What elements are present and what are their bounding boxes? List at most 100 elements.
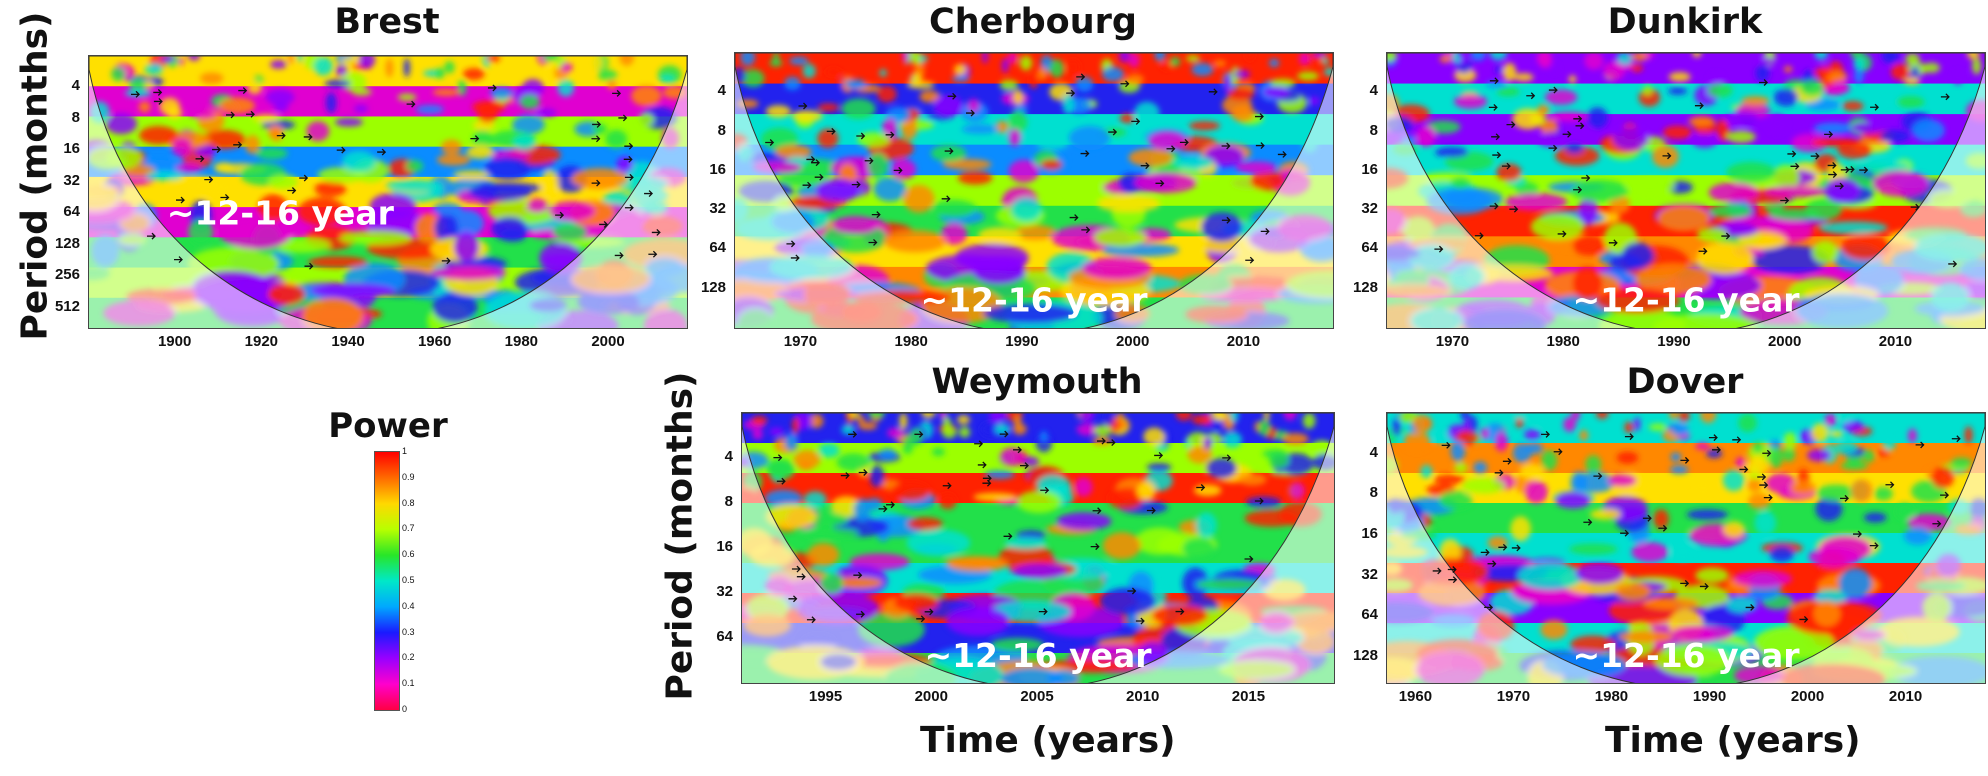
power-blob [1608,253,1643,272]
power-blob [512,134,537,150]
power-blob [1652,313,1758,328]
power-blob [1726,130,1756,144]
power-blob [909,53,921,64]
phase-arrow [1221,216,1231,224]
power-blob [967,98,980,113]
phase-arrow [1511,544,1521,552]
power-blob [1735,457,1746,468]
phase-arrow [864,157,874,165]
panel-title-brest: Brest [334,2,440,42]
phase-arrow [276,132,286,140]
period-annotation: ~12-16 year [1572,636,1800,675]
x-tick-label: 1995 [808,688,843,705]
power-blob [1486,81,1508,89]
power-blob [1696,242,1754,275]
colorbar-title: Power [328,406,448,446]
power-blob [1616,451,1639,464]
phase-arrow [1448,576,1458,584]
power-blob [1741,96,1770,106]
power-blob [1391,419,1402,436]
y-tick-label: 4 [1369,443,1378,461]
x-tick-label: 1970 [1435,333,1470,350]
power-blob [334,117,363,127]
power-blob [1877,449,1890,457]
power-blob [1790,481,1817,495]
power-blob [841,98,876,120]
power-blob [1102,532,1142,560]
power-blob [1439,55,1452,63]
power-blob [1433,474,1466,485]
power-blob [961,124,999,134]
panel-title-weymouth: Weymouth [931,362,1143,402]
power-blob [1118,53,1131,63]
power-blob [921,413,936,419]
colorbar-tick: 0.9 [402,471,415,482]
power-blob [775,144,812,160]
power-blob [397,93,417,102]
power-blob [188,219,214,246]
power-blob [605,129,628,149]
wavelet-plot-weymouth: ~12-16 year [741,412,1335,684]
power-blob [1874,486,1893,501]
cone-of-influence-line [89,56,687,328]
phase-arrow [941,195,951,203]
power-blob [1387,53,1398,62]
power-blob [807,512,849,527]
phase-arrow [1662,152,1672,160]
power-blob [1572,266,1603,301]
power-blob [247,80,262,95]
power-blob [866,497,883,511]
x-tick-label: 1980 [1546,333,1580,350]
power-blob [1074,477,1093,497]
phase-arrow [287,187,297,194]
power-blob [1663,125,1692,140]
colorbar-gradient [374,451,400,711]
y-tick-label: 8 [1369,484,1378,502]
phase-arrow [1498,543,1508,551]
power-blob [1453,93,1488,110]
phase-arrow [555,211,565,219]
x-tick-label: 2010 [1878,333,1913,350]
power-blob [834,577,883,589]
power-blob [1754,510,1777,536]
power-blob [1791,133,1828,153]
y-tick-label: 32 [63,171,80,189]
power-blob [1186,432,1210,449]
power-blob [403,58,411,78]
power-blob [1283,413,1297,421]
power-blob [1245,53,1255,62]
phase-arrow [1699,582,1709,590]
power-blob [1452,53,1461,64]
power-blob [1489,53,1507,61]
power-blob [1882,434,1896,451]
phase-arrow [788,595,798,603]
power-blob [1461,477,1505,494]
phase-arrow [1940,491,1950,499]
power-blob [792,416,800,435]
phase-arrow [1066,89,1076,97]
power-blob [1834,440,1858,455]
phase-arrow [1869,542,1879,550]
phase-arrow [1745,603,1755,611]
power-blob [1282,432,1309,446]
power-blob [890,481,931,501]
power-blob [111,66,126,82]
power-blob [817,103,839,112]
power-blob [138,101,151,113]
power-blob [1019,55,1033,71]
power-blob [1203,436,1213,450]
power-blob [145,171,184,181]
power-blob [297,56,303,63]
power-blob [1738,413,1757,433]
power-blob [1076,423,1100,436]
power-blob [999,79,1019,91]
power-blob [1308,96,1320,106]
power-blob [845,79,867,90]
power-blob [1568,75,1577,84]
y-tick-label: 64 [709,239,726,257]
x-axis-label-dover: Time (years) [1605,720,1861,761]
power-blob [571,168,629,190]
power-blob [784,76,801,91]
power-blob [958,426,971,438]
power-blob [1854,68,1864,84]
